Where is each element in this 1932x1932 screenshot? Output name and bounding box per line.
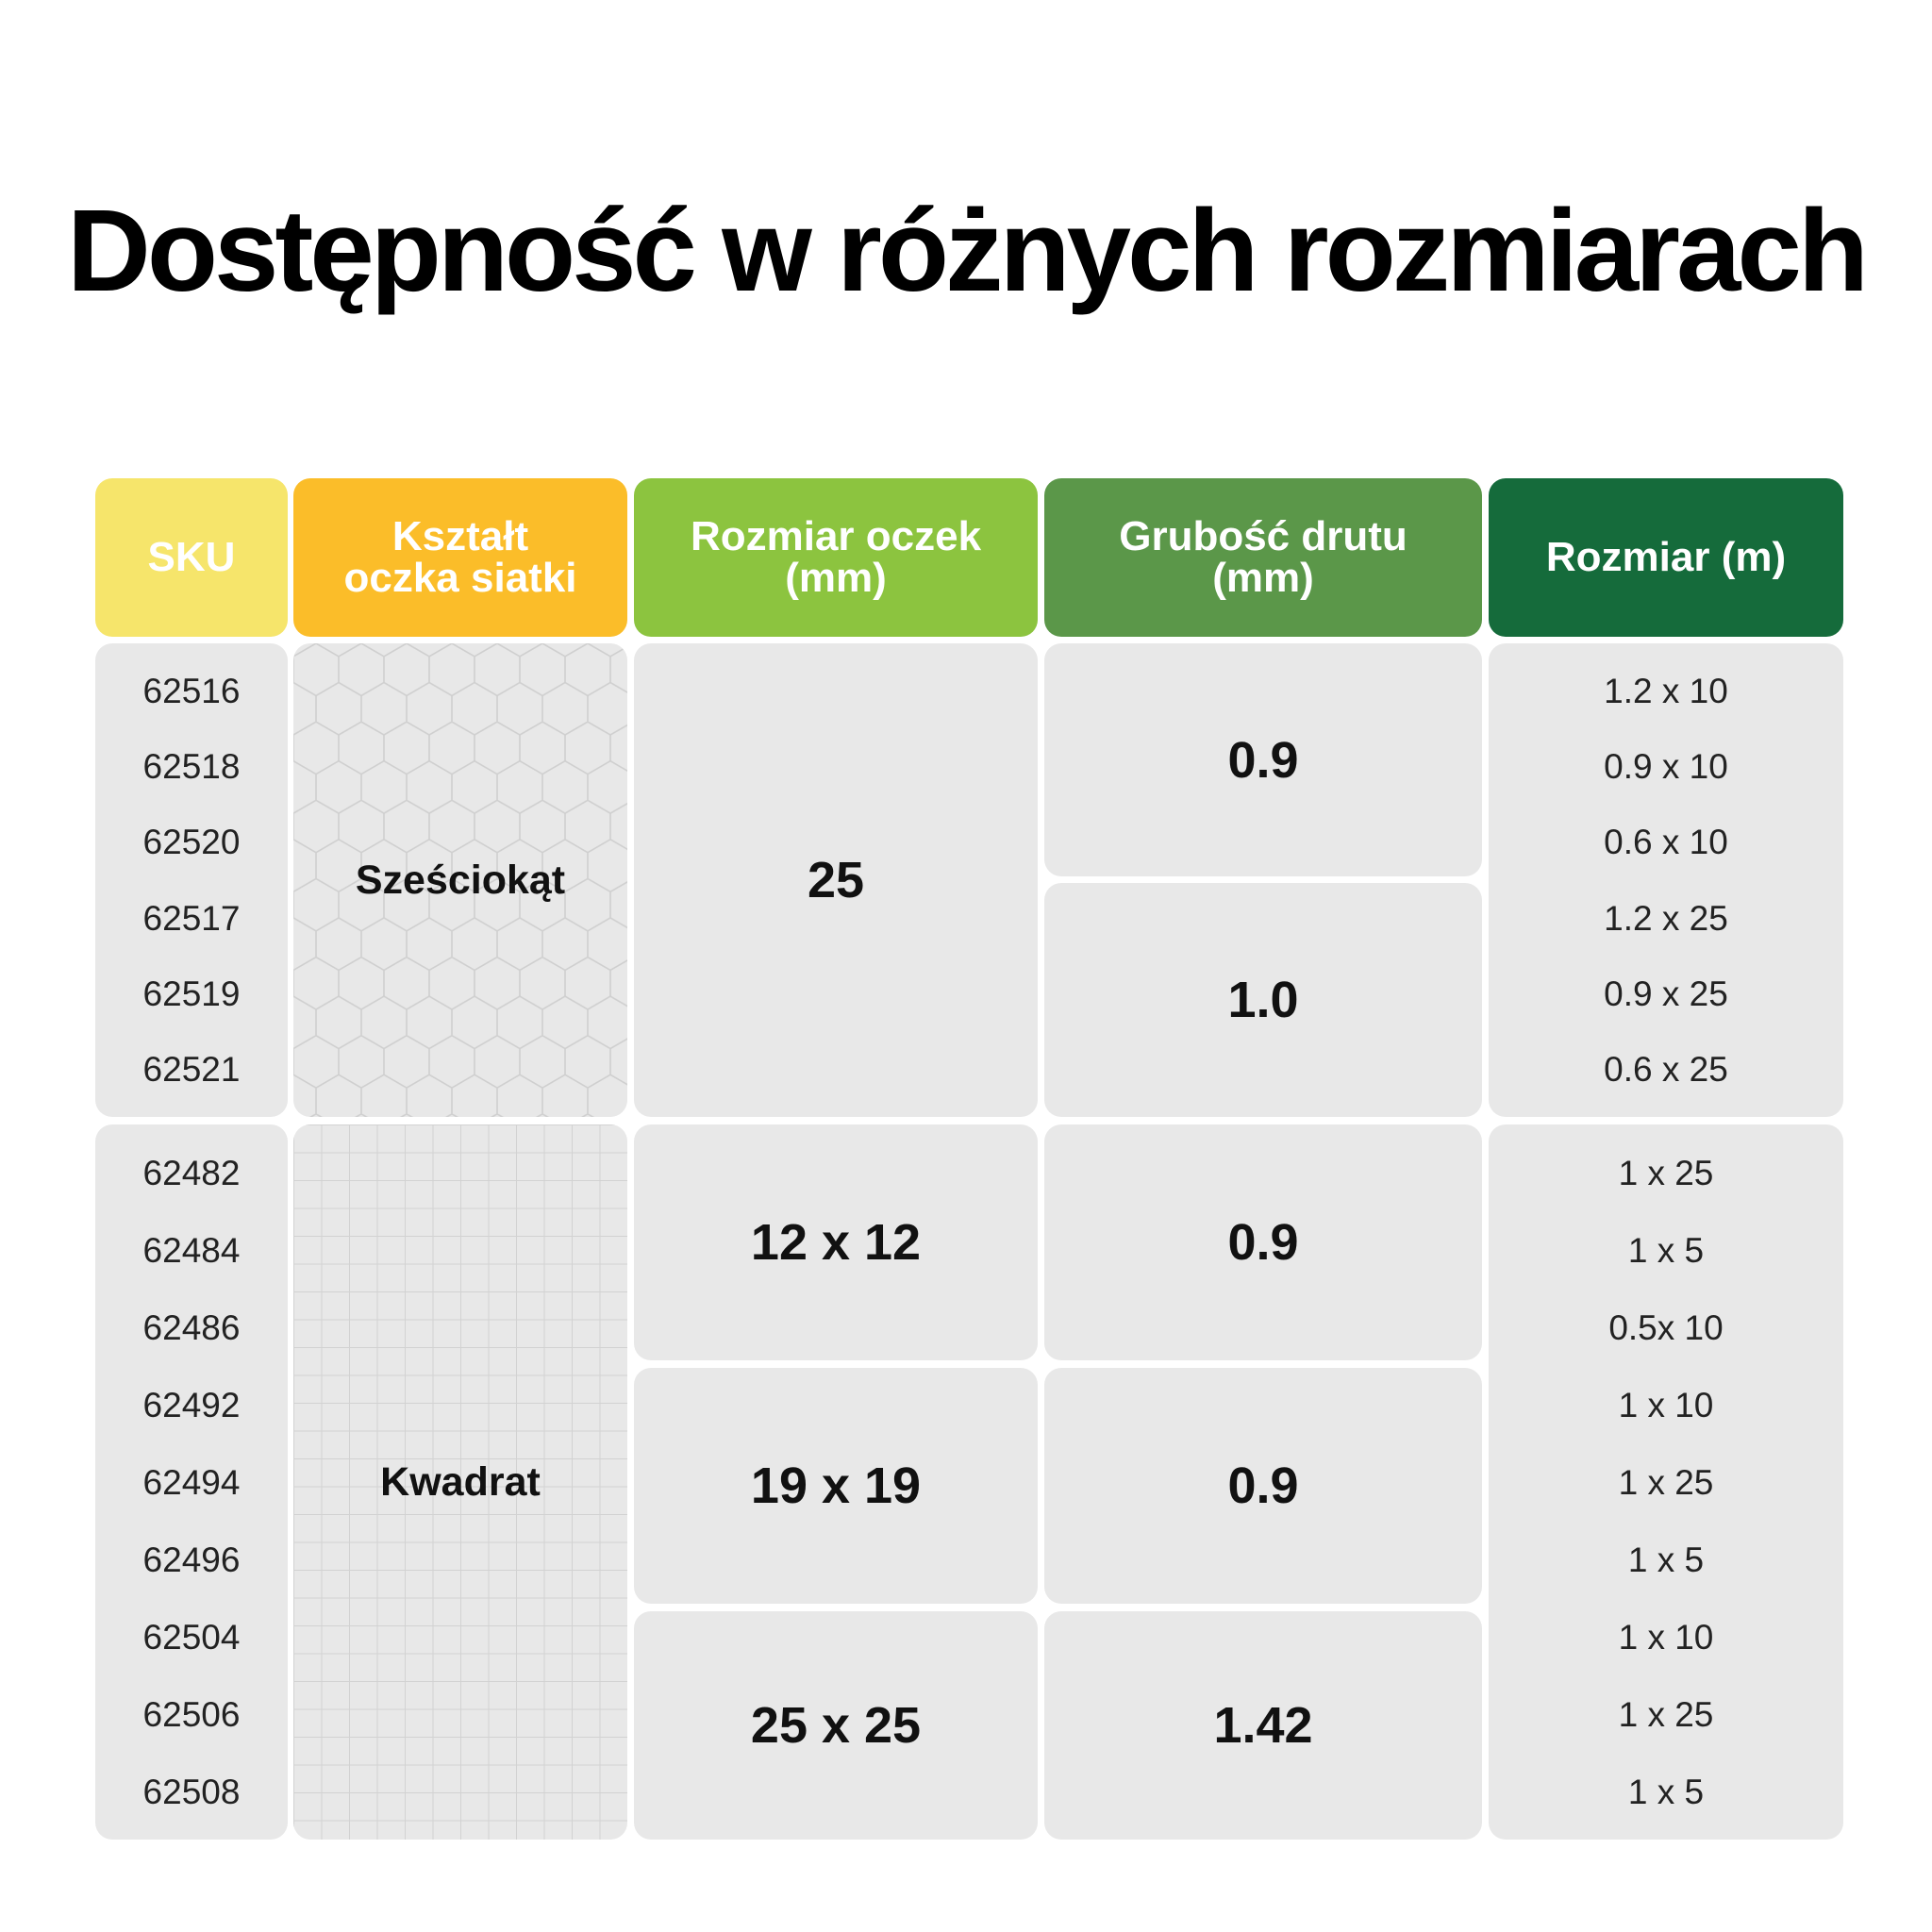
- size-value: 0.5x 10: [1608, 1307, 1724, 1347]
- header-mesh-size: Rozmiar oczek (mm): [634, 478, 1038, 637]
- shape-label-hexagon: Sześciokąt: [355, 857, 566, 903]
- size-value: 1 x 10: [1618, 1617, 1714, 1657]
- size-list-square: 1 x 25 1 x 5 0.5x 10 1 x 10 1 x 25 1 x 5…: [1489, 1124, 1843, 1840]
- size-value: 1 x 25: [1618, 1694, 1714, 1734]
- size-value: 1 x 5: [1627, 1772, 1705, 1811]
- size-value: 1 x 25: [1618, 1153, 1714, 1192]
- sku-value: 62518: [142, 746, 241, 786]
- size-value: 1.2 x 25: [1604, 898, 1728, 938]
- sku-list-hexagon: 62516 62518 62520 62517 62519 62521: [95, 643, 288, 1117]
- size-value: 1 x 10: [1618, 1385, 1714, 1424]
- size-value: 1 x 5: [1627, 1230, 1705, 1270]
- sku-value: 62520: [142, 823, 241, 862]
- size-value: 0.6 x 10: [1604, 823, 1728, 862]
- shape-label-square: Kwadrat: [380, 1458, 541, 1505]
- sku-list-square: 62482 62484 62486 62492 62494 62496 6250…: [95, 1124, 288, 1840]
- wire-thickness-cell: 1.42: [1044, 1611, 1482, 1840]
- sku-value: 62482: [142, 1153, 241, 1192]
- wire-thickness-cell: 0.9: [1044, 1124, 1482, 1360]
- sku-value: 62519: [142, 974, 241, 1013]
- header-sku: SKU: [95, 478, 288, 637]
- sku-value: 62494: [142, 1462, 241, 1502]
- mesh-size-cell: 19 x 19: [634, 1368, 1038, 1604]
- sku-value: 62521: [142, 1050, 241, 1090]
- size-value: 0.9 x 10: [1604, 746, 1728, 786]
- sku-value: 62506: [142, 1694, 241, 1734]
- mesh-size-cell: 12 x 12: [634, 1124, 1038, 1360]
- square-mesh-icon: [293, 1124, 627, 1840]
- sku-value: 62504: [142, 1617, 241, 1657]
- wire-thickness-cell: 1.0: [1044, 883, 1482, 1117]
- size-value: 0.9 x 25: [1604, 974, 1728, 1013]
- sku-value: 62496: [142, 1540, 241, 1579]
- sku-value: 62492: [142, 1385, 241, 1424]
- sku-value: 62516: [142, 671, 241, 710]
- size-list-hexagon: 1.2 x 10 0.9 x 10 0.6 x 10 1.2 x 25 0.9 …: [1489, 643, 1843, 1117]
- size-value: 1 x 5: [1627, 1540, 1705, 1579]
- header-shape: Kształt oczka siatki: [293, 478, 627, 637]
- wire-thickness-cell: 0.9: [1044, 643, 1482, 876]
- mesh-size-cell: 25 x 25: [634, 1611, 1038, 1840]
- sku-value: 62486: [142, 1307, 241, 1347]
- size-value: 0.6 x 25: [1604, 1050, 1728, 1090]
- sku-value: 62508: [142, 1772, 241, 1811]
- wire-thickness-cell: 0.9: [1044, 1368, 1482, 1604]
- size-value: 1 x 25: [1618, 1462, 1714, 1502]
- header-wire-thickness: Grubość drutu (mm): [1044, 478, 1482, 637]
- sku-value: 62484: [142, 1230, 241, 1270]
- size-value: 1.2 x 10: [1604, 671, 1728, 710]
- sku-value: 62517: [142, 898, 241, 938]
- shape-cell-hexagon: Sześciokąt: [293, 643, 627, 1117]
- mesh-size-cell: 25: [634, 643, 1038, 1117]
- shape-cell-square: Kwadrat: [293, 1124, 627, 1840]
- page-title: Dostępność w różnych rozmiarach: [67, 187, 1869, 316]
- header-size: Rozmiar (m): [1489, 478, 1843, 637]
- hexagon-mesh-icon: [293, 643, 627, 1117]
